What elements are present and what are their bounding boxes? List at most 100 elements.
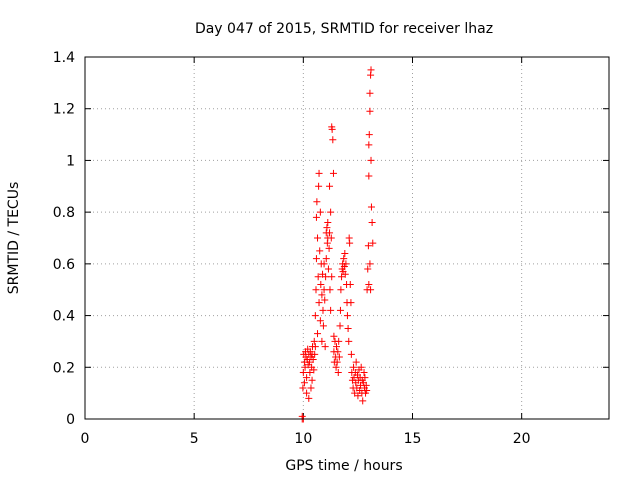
plot-frame — [84, 56, 610, 420]
data-point — [365, 141, 373, 149]
x-tick-label: 10 — [294, 431, 312, 447]
data-point — [316, 247, 324, 255]
data-point — [368, 218, 376, 226]
data-point — [311, 350, 319, 358]
data-point — [319, 306, 327, 314]
data-point — [324, 218, 332, 226]
data-point — [318, 291, 326, 299]
data-point — [312, 255, 320, 263]
data-point — [332, 363, 340, 371]
data-point — [367, 66, 375, 74]
y-tick-label: 1.2 — [53, 102, 75, 118]
data-point — [305, 358, 313, 366]
data-point — [341, 270, 349, 278]
data-point — [311, 312, 319, 320]
data-point — [311, 343, 319, 351]
data-point — [360, 368, 368, 376]
data-point — [326, 286, 334, 294]
data-point — [329, 169, 337, 177]
data-point — [363, 387, 371, 395]
data-point — [369, 239, 377, 247]
data-point — [329, 136, 337, 144]
data-point — [320, 286, 328, 294]
data-point — [303, 389, 311, 397]
data-point — [336, 322, 344, 330]
data-point — [315, 299, 323, 307]
y-tick-label: 0.2 — [53, 360, 75, 376]
data-point — [330, 332, 338, 340]
data-point — [343, 312, 351, 320]
data-point — [364, 242, 372, 250]
data-point — [317, 281, 325, 289]
data-point — [314, 273, 322, 281]
data-point — [316, 317, 324, 325]
data-point — [318, 337, 326, 345]
data-point — [307, 384, 315, 392]
data-point — [334, 348, 342, 356]
data-point — [315, 169, 323, 177]
data-point — [365, 131, 373, 139]
data-point — [306, 368, 314, 376]
chart-title: Day 047 of 2015, SRMTID for receiver lha… — [195, 21, 493, 37]
data-point — [344, 325, 352, 332]
data-point — [326, 182, 334, 190]
data-point — [359, 397, 367, 405]
x-tick-label: 0 — [81, 431, 90, 447]
data-point — [305, 394, 313, 402]
data-point — [345, 337, 353, 345]
data-point — [333, 358, 341, 366]
data-point — [314, 234, 322, 242]
data-point — [312, 286, 320, 294]
data-point — [328, 125, 336, 133]
data-point — [366, 107, 374, 115]
data-point — [327, 208, 335, 216]
data-point — [366, 89, 374, 97]
data-point — [327, 234, 335, 242]
data-point — [328, 273, 336, 281]
data-point — [346, 281, 354, 289]
data-point — [338, 273, 346, 281]
data-point — [326, 229, 334, 237]
data-point — [342, 260, 350, 268]
x-tick-label: 20 — [513, 431, 531, 447]
data-point — [310, 337, 318, 345]
data-point — [312, 213, 320, 221]
y-tick-label: 1 — [66, 153, 75, 169]
data-point — [364, 265, 372, 273]
y-tick-label: 1.4 — [53, 50, 75, 66]
data-point — [322, 255, 330, 263]
data-point — [365, 172, 373, 180]
data-point — [367, 156, 375, 164]
grid-lines — [85, 57, 609, 419]
data-point — [300, 379, 308, 387]
data-point — [323, 224, 331, 232]
x-tick-label: 5 — [190, 431, 199, 447]
y-tick-label: 0.4 — [53, 309, 75, 325]
data-point — [324, 265, 332, 273]
data-point — [346, 239, 354, 247]
data-point — [352, 358, 360, 366]
data-point — [334, 368, 342, 376]
y-tick-label: 0.6 — [53, 257, 75, 273]
data-point — [335, 337, 343, 345]
data-point — [341, 250, 349, 258]
data-point — [336, 306, 344, 314]
data-points — [298, 66, 377, 423]
data-point — [299, 368, 307, 376]
data-point — [361, 374, 369, 382]
data-point — [316, 208, 324, 216]
data-point — [367, 286, 375, 294]
data-point — [335, 353, 343, 361]
data-point — [303, 374, 311, 382]
data-point — [347, 299, 355, 307]
data-point — [325, 244, 333, 252]
data-point — [315, 182, 323, 190]
data-point — [340, 255, 348, 263]
data-point — [313, 198, 321, 206]
data-point — [354, 392, 362, 400]
data-point — [309, 356, 317, 364]
x-tick-label: 15 — [404, 431, 422, 447]
data-point — [314, 330, 322, 338]
data-point — [333, 343, 341, 351]
